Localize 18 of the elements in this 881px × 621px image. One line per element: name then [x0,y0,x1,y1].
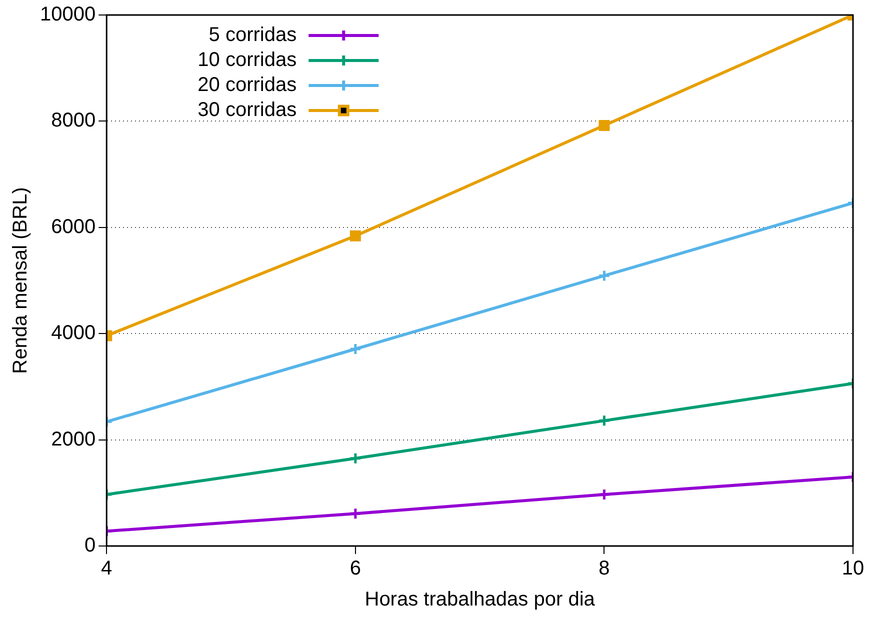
x-tick-label: 10 [842,558,864,580]
y-tick-label: 6000 [51,216,96,238]
y-tick-label: 4000 [51,322,96,344]
legend-label: 20 corridas [198,74,297,96]
legend-label: 5 corridas [208,24,297,46]
y-tick-label: 0 [84,534,96,557]
x-axis-title: Horas trabalhadas por dia [364,588,596,611]
x-tick-label: 4 [101,558,112,580]
y-tick-label: 8000 [51,110,96,132]
x-tick-label: 6 [350,558,361,580]
y-tick-label: 2000 [51,428,96,450]
y-tick-label: 10000 [40,4,96,26]
legend-label: 30 corridas [198,99,297,122]
point [350,230,361,242]
x-tick-label: 8 [598,558,610,580]
point [598,120,610,131]
y-axis-title: Renda mensal (BRL) [10,187,32,374]
legend-label: 10 corridas [198,49,297,72]
